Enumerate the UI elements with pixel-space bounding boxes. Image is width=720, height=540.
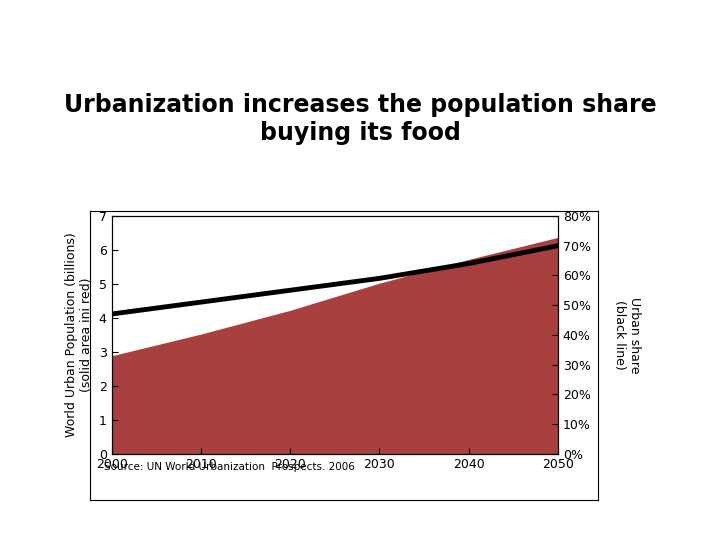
Text: Demand Drivers: Demand Drivers [402, 24, 678, 56]
Text: Source: UN World Urbanization  Prospects. 2006: Source: UN World Urbanization Prospects.… [104, 462, 355, 472]
Text: Urbanization increases the population share
buying its food: Urbanization increases the population sh… [63, 93, 657, 145]
Y-axis label: Urban share
(black line): Urban share (black line) [613, 296, 641, 373]
Y-axis label: World Urban Population (billions)
(solid area ini red): World Urban Population (billions) (solid… [66, 232, 93, 437]
Text: Cornell University: Cornell University [86, 31, 267, 49]
